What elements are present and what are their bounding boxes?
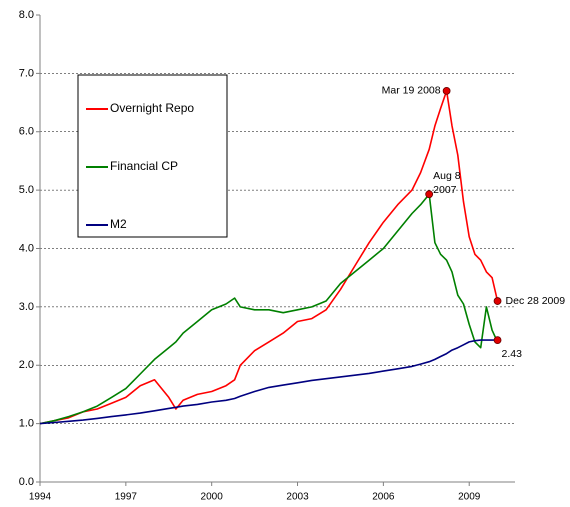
y-tick-label: 3.0 xyxy=(19,301,34,313)
x-tick-label: 1997 xyxy=(115,492,138,502)
series-line xyxy=(39,90,499,425)
annotation-text: 2.43 xyxy=(502,348,523,360)
legend-label: M2 xyxy=(110,217,127,231)
annotation-marker xyxy=(442,86,451,95)
y-tick-label: 0.0 xyxy=(19,476,34,488)
y-tick-label: 8.0 xyxy=(19,9,34,21)
annotation-text: Mar 19 2008 xyxy=(382,85,441,97)
series-line xyxy=(39,339,498,425)
legend-label: Financial CP xyxy=(110,159,178,173)
series-line xyxy=(39,193,499,425)
y-tick-label: 1.0 xyxy=(19,418,34,430)
x-tick-label: 2003 xyxy=(286,492,309,502)
x-tick-label: 2009 xyxy=(458,492,481,502)
annotation-marker xyxy=(425,190,434,199)
y-tick-label: 2.0 xyxy=(19,359,34,371)
annotation-text: Dec 28 2009 xyxy=(506,295,566,307)
legend-label: Overnight Repo xyxy=(110,101,194,115)
y-tick-label: 4.0 xyxy=(19,242,34,254)
x-tick-label: 2006 xyxy=(372,492,395,502)
x-tick-label: 2000 xyxy=(201,492,224,502)
annotation-text: Aug 8 xyxy=(433,170,461,182)
legend-box xyxy=(77,74,228,238)
y-tick-label: 5.0 xyxy=(19,184,34,196)
annotation-marker xyxy=(493,336,502,345)
y-tick-label: 7.0 xyxy=(19,67,34,79)
y-tick-label: 6.0 xyxy=(19,126,34,138)
annotation-marker xyxy=(493,297,502,305)
annotation-text: 2007 xyxy=(433,184,457,196)
x-tick-label: 1994 xyxy=(29,492,52,502)
